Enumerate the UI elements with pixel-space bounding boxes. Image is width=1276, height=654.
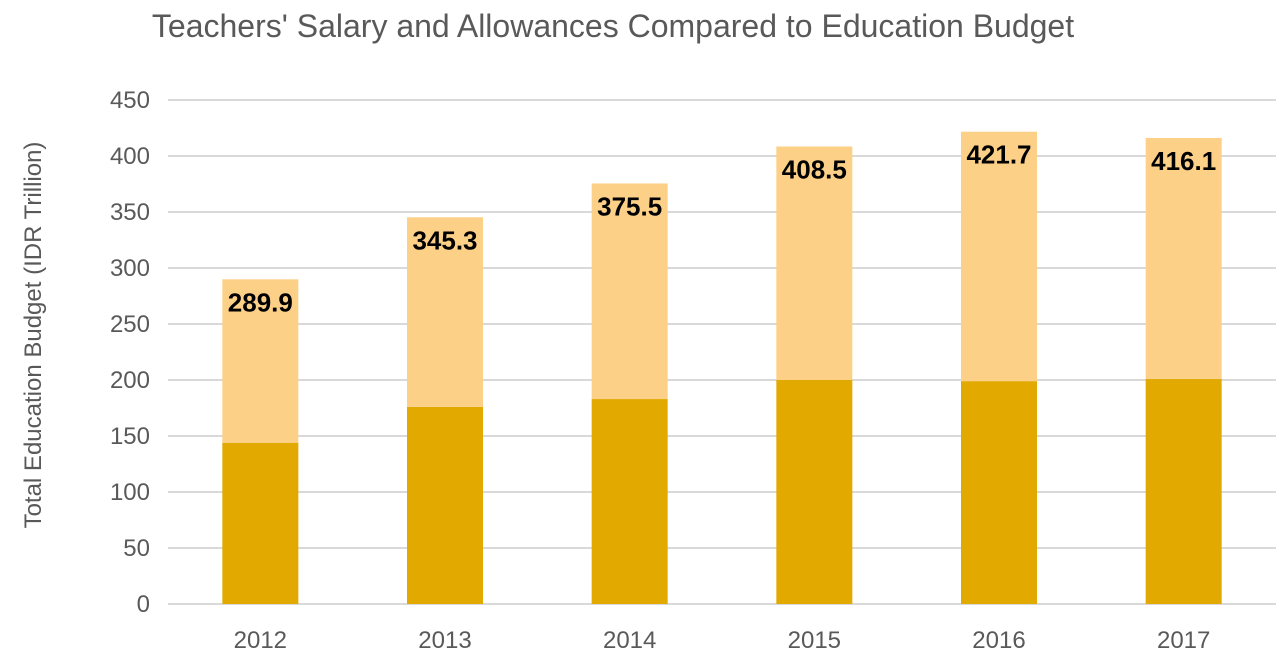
y-tick-label: 200 xyxy=(110,367,150,394)
y-tick-label: 400 xyxy=(110,143,150,170)
data-label: 416.1 xyxy=(1151,146,1216,176)
y-tick-label: 300 xyxy=(110,255,150,282)
gridlines xyxy=(168,99,1276,605)
chart-title: Teachers' Salary and Allowances Compared… xyxy=(151,8,1075,44)
y-tick-labels: 0 50 100 150 200 250 300 350 400 450 xyxy=(110,87,150,618)
x-tick-label: 2013 xyxy=(418,627,471,654)
x-tick-labels: 2012 2013 2014 2015 2016 2017 xyxy=(234,627,1211,654)
data-label: 289.9 xyxy=(228,287,293,317)
data-label: 421.7 xyxy=(966,140,1031,170)
data-label: 345.3 xyxy=(412,225,477,255)
bar-segment-lower xyxy=(407,406,483,604)
bar-segment-upper xyxy=(1145,137,1222,379)
y-tick-label: 0 xyxy=(137,591,150,618)
y-tick-label: 50 xyxy=(123,535,150,562)
bar-segment-upper xyxy=(407,217,483,407)
y-tick-label: 250 xyxy=(110,311,150,338)
x-tick-label: 2012 xyxy=(234,627,287,654)
bar-segment-upper xyxy=(222,279,299,443)
x-tick-label: 2015 xyxy=(788,627,841,654)
bar-segment-lower xyxy=(776,380,853,604)
bar-segment-lower xyxy=(1145,378,1222,604)
data-labels: 289.9 345.3 375.5 408.5 421.7 416.1 xyxy=(228,140,1216,318)
bar-segment-lower xyxy=(961,381,1037,604)
y-tick-label: 450 xyxy=(110,87,150,114)
x-tick-label: 2017 xyxy=(1157,627,1210,654)
x-tick-label: 2016 xyxy=(972,627,1025,654)
y-tick-label: 350 xyxy=(110,199,150,226)
bars xyxy=(222,131,1222,604)
bar-segment-upper xyxy=(961,131,1037,382)
x-tick-label: 2014 xyxy=(603,627,656,654)
y-tick-label: 150 xyxy=(110,423,150,450)
bar-segment-upper xyxy=(591,183,668,400)
y-tick-label: 100 xyxy=(110,479,150,506)
bar-segment-upper xyxy=(776,146,853,380)
bar-segment-lower xyxy=(591,399,668,604)
data-label: 375.5 xyxy=(597,191,662,221)
bar-segment-lower xyxy=(222,442,299,604)
data-label: 408.5 xyxy=(782,154,847,184)
